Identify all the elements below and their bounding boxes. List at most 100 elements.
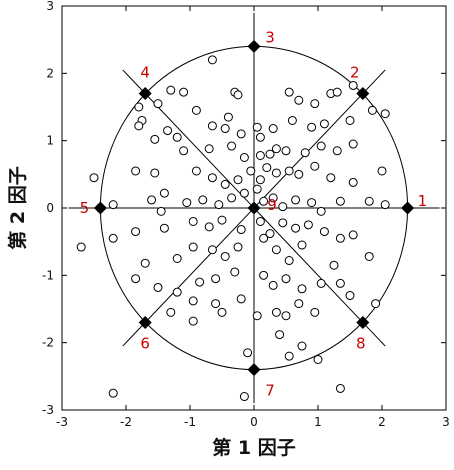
data-point (188, 216, 198, 226)
y-tick-label: 0 (46, 201, 54, 215)
data-point (284, 351, 294, 361)
x-tick-label: 2 (378, 415, 386, 429)
data-point (271, 307, 281, 317)
y-tick-label: 3 (46, 0, 54, 13)
y-tick-label: -2 (42, 336, 54, 350)
data-point (332, 146, 342, 156)
data-point (172, 287, 182, 297)
data-point (284, 166, 294, 176)
data-point (233, 90, 243, 100)
data-point (252, 311, 262, 321)
data-point (166, 85, 176, 95)
data-point (188, 296, 198, 306)
data-point (147, 195, 157, 205)
data-point (313, 355, 323, 364)
data-point (246, 166, 256, 176)
data-point (294, 299, 304, 309)
data-points (76, 55, 390, 402)
data-point (204, 144, 214, 154)
data-point (326, 173, 336, 183)
data-point (281, 146, 291, 156)
data-point (335, 233, 345, 243)
data-point (131, 166, 141, 176)
data-point (262, 163, 272, 173)
data-point (255, 216, 265, 226)
data-point (191, 166, 201, 176)
data-point (179, 146, 189, 156)
data-point (134, 121, 144, 131)
data-point (319, 119, 329, 129)
anchor-label-9: 9 (267, 196, 277, 214)
y-tick-label: 2 (46, 66, 54, 80)
data-point (207, 121, 217, 131)
data-point (310, 99, 320, 109)
data-point (316, 141, 326, 151)
data-point (345, 115, 355, 125)
data-point (179, 87, 189, 97)
data-point (268, 280, 278, 290)
data-point (217, 307, 227, 317)
y-tick-label: -1 (42, 268, 54, 282)
data-point (348, 230, 358, 240)
data-point (271, 144, 281, 154)
data-point (281, 311, 291, 321)
data-point (259, 196, 269, 206)
data-point (217, 215, 227, 225)
data-point (131, 274, 141, 284)
data-point (255, 132, 265, 142)
data-point (188, 242, 198, 252)
data-point (297, 240, 307, 250)
data-point (303, 220, 313, 230)
data-point (191, 105, 201, 115)
data-point (195, 277, 205, 287)
data-point (182, 198, 192, 208)
data-point (207, 55, 217, 65)
x-tick-label: 0 (250, 415, 258, 429)
data-point (364, 251, 374, 261)
data-point (207, 173, 217, 183)
anchor-marker (356, 87, 370, 101)
data-point (252, 184, 262, 194)
x-tick-label: 3 (442, 415, 450, 429)
anchor-label-6: 6 (140, 334, 150, 352)
data-point (239, 153, 249, 162)
data-point (271, 168, 281, 178)
data-point (134, 102, 144, 112)
anchor-label-4: 4 (140, 64, 150, 82)
anchor-marker (401, 201, 415, 215)
data-point (348, 80, 358, 90)
data-point (278, 202, 288, 212)
data-point (239, 392, 249, 402)
x-tick-label: -2 (120, 415, 132, 429)
y-tick-label: 1 (46, 134, 54, 148)
data-point (166, 307, 176, 317)
data-point (259, 233, 269, 243)
data-point (233, 175, 243, 185)
data-point (140, 258, 150, 268)
data-point (335, 278, 345, 288)
data-point (259, 270, 269, 280)
data-point (316, 206, 326, 216)
data-point (243, 348, 253, 358)
anchor-marker (138, 87, 152, 101)
data-point (265, 229, 275, 239)
anchor-label-7: 7 (265, 382, 275, 400)
data-point (198, 195, 208, 205)
data-point (319, 227, 329, 237)
data-point (345, 291, 355, 301)
data-point (307, 198, 317, 208)
data-point (211, 299, 221, 309)
data-point (227, 193, 237, 203)
y-tick-label: -3 (42, 403, 54, 417)
data-point (348, 177, 358, 187)
data-point (268, 193, 278, 203)
data-point (76, 242, 86, 252)
data-point (239, 188, 249, 198)
anchor-marker (247, 201, 261, 215)
data-point (159, 223, 169, 233)
data-point (307, 122, 317, 132)
data-point (236, 225, 246, 235)
data-point (380, 109, 390, 119)
data-point (291, 195, 301, 205)
data-point (281, 274, 291, 284)
